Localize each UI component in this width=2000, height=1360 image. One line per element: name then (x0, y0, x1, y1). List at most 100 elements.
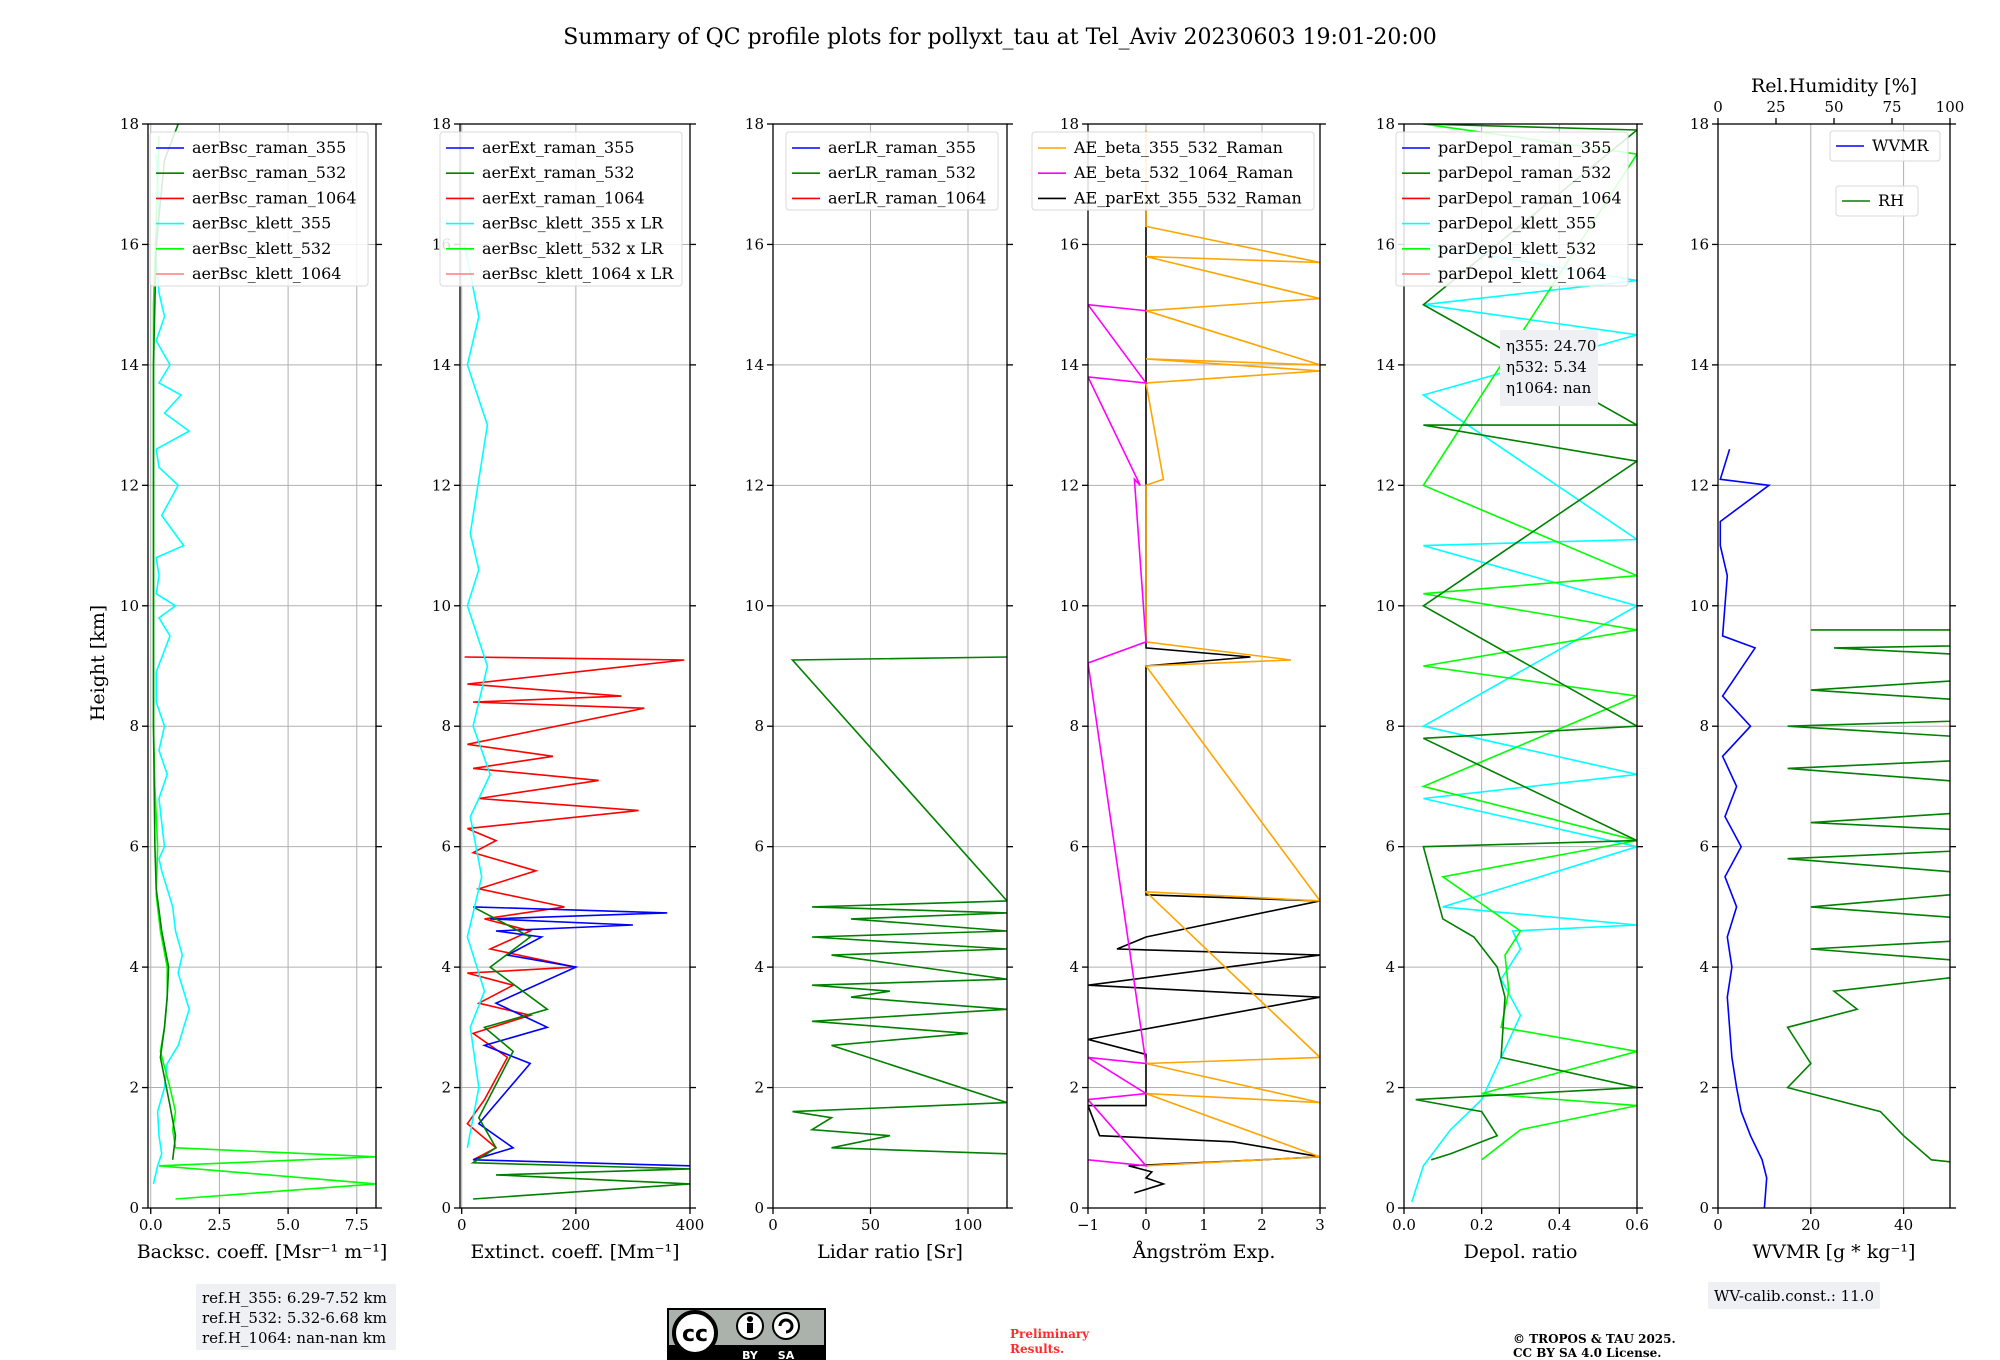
ref-heights-box: ref.H_355: 6.29-7.52 km ref.H_532: 5.32-… (196, 1284, 396, 1350)
x-axis-label: Lidar ratio [Sr] (817, 1241, 963, 1263)
x-axis-label: WVMR [g * kg⁻¹] (1753, 1241, 1916, 1263)
y-tick-label: 8 (129, 717, 139, 735)
legend-label: aerBsc_klett_1064 (192, 264, 341, 283)
legend-RH: RH (1835, 185, 1919, 217)
y-tick-label: 12 (120, 476, 139, 494)
series-line-aerBsc_klett_355 x LR (463, 244, 492, 1148)
legend-label: aerBsc_klett_532 x LR (482, 239, 664, 258)
y-tick-label: 16 (745, 235, 764, 253)
x-tick-label: 200 (562, 1216, 591, 1234)
copyright-line-2: CC BY SA 4.0 License. (1513, 1346, 1661, 1360)
legend-label: parDepol_raman_355 (1438, 138, 1611, 157)
y-tick-label: 12 (1690, 476, 1709, 494)
wv-calib-text: WV-calib.const.: 11.0 (1714, 1287, 1874, 1305)
legend-label: AE_parExt_355_532_Raman (1073, 188, 1302, 207)
legend: aerLR_raman_355 aerLR_raman_532 aerLR_rama… (785, 131, 999, 211)
y-tick-label: 10 (1690, 597, 1709, 615)
top-x-tick-label: 0 (1713, 98, 1723, 116)
legend-label: aerBsc_raman_532 (192, 163, 346, 182)
legend-label: aerBsc_klett_355 (192, 214, 331, 233)
y-tick-label: 4 (441, 958, 451, 976)
y-tick-label: 4 (754, 958, 764, 976)
y-tick-label: 14 (1376, 356, 1395, 374)
y-tick-label: 0 (1699, 1199, 1709, 1217)
x-tick-label: 0 (1713, 1216, 1723, 1234)
y-tick-label: 4 (1385, 958, 1395, 976)
eta-1064: η1064: nan (1506, 379, 1592, 397)
y-tick-label: 10 (120, 597, 139, 615)
y-tick-label: 10 (432, 597, 451, 615)
legend-label: aerExt_raman_355 (482, 138, 635, 157)
legend-label: parDepol_klett_355 (1438, 214, 1596, 233)
legend-WVMR: WVMR (1829, 130, 1941, 162)
x-tick-label: 0 (768, 1216, 778, 1234)
y-tick-label: 2 (129, 1079, 139, 1097)
top-axis-label: Rel.Humidity [%] (1751, 75, 1917, 97)
cc-by-sa-logo: cc BY SA (667, 1308, 826, 1360)
x-axis-label: Ångström Exp. (1132, 1241, 1276, 1263)
top-x-tick-label: 100 (1936, 98, 1965, 116)
legend-label: parDepol_klett_1064 (1438, 264, 1607, 283)
x-tick-label: 0 (457, 1216, 467, 1234)
y-tick-label: 16 (1060, 235, 1079, 253)
eta-355: η355: 24.70 (1506, 337, 1596, 355)
top-x-tick-label: 75 (1882, 98, 1901, 116)
series-line-parDepol_raman_532 (1415, 124, 1637, 1161)
x-tick-label: 1 (1199, 1216, 1209, 1234)
y-tick-label: 4 (129, 958, 139, 976)
y-tick-label: 18 (432, 115, 451, 133)
x-tick-label: 0.4 (1547, 1216, 1571, 1234)
y-tick-label: 18 (1376, 115, 1395, 133)
legend-label: RH (1878, 191, 1904, 210)
axes-frame (772, 123, 1008, 1209)
series-line-aerBsc_raman_532 (152, 124, 179, 1160)
y-tick-label: 18 (120, 115, 139, 133)
y-tick-label: 14 (1060, 356, 1079, 374)
series-line-parDepol_klett_532 (1420, 124, 1637, 1161)
legend-label: aerBsc_klett_1064 x LR (482, 264, 674, 283)
figure-title: Summary of QC profile plots for pollyxt_… (563, 25, 1436, 50)
y-axis-label: Height [km] (87, 605, 109, 721)
legend-label: parDepol_raman_532 (1438, 163, 1611, 182)
chart-panel-2: 0246810121416180200400Extinct. coeff. [M… (432, 115, 704, 1263)
preliminary-line-2: Results. (1010, 1342, 1064, 1356)
y-tick-label: 12 (1376, 476, 1395, 494)
ref-height-532: ref.H_532: 5.32-6.68 km (202, 1309, 387, 1327)
x-tick-label: 0.6 (1625, 1216, 1649, 1234)
preliminary-line-1: Preliminary (1010, 1327, 1090, 1341)
chart-panel-3: 0 2 4 6 8 10 12 14 16 18 0 50 100 Lidar ratio [Sr] aer… (745, 115, 1013, 1263)
y-tick-label: 0 (441, 1199, 451, 1217)
x-tick-label: 0.2 (1470, 1216, 1494, 1234)
chart-panel-1: 0 2 4 6 8 10 12 14 16 18 0.0 2.5 5.0 7.5 Backsc. coeff… (120, 115, 387, 1263)
x-tick-label: 0.0 (1392, 1216, 1416, 1234)
legend-label: parDepol_raman_1064 (1438, 188, 1622, 207)
y-tick-label: 10 (1060, 597, 1079, 615)
series-line-AE_beta_532_1064_Raman (1088, 303, 1149, 1167)
x-tick-label: 0.0 (139, 1216, 163, 1234)
series-line-AE_beta_355_532_Raman (1143, 130, 1320, 1167)
x-axis-label: Depol. ratio (1464, 1241, 1578, 1263)
y-tick-label: 8 (1385, 717, 1395, 735)
legend-label: aerBsc_klett_532 (192, 239, 331, 258)
legend-label: aerLR_raman_1064 (828, 188, 986, 207)
y-tick-label: 16 (1690, 235, 1709, 253)
legend-label: aerBsc_raman_1064 (192, 188, 357, 207)
y-tick-label: 12 (745, 476, 764, 494)
ref-height-1064: ref.H_1064: nan-nan km (202, 1329, 386, 1347)
y-tick-label: 16 (120, 235, 139, 253)
series-line-aerExt_raman_532 (470, 906, 690, 1200)
y-tick-label: 2 (1385, 1079, 1395, 1097)
eta-box: η355: 24.70 η532: 5.34 η1064: nan (1500, 330, 1598, 406)
chart-panel-5: 0 2 4 6 8 10 12 14 16 18 0.0 0.2 0.4 0.6 Depol. ratio p… (1376, 115, 1649, 1263)
wv-calib-box: WV-calib.const.: 11.0 (1708, 1282, 1880, 1309)
legend: aerExt_raman_355 aerExt_raman_532 aerExt_r… (439, 131, 683, 287)
y-tick-label: 6 (1385, 838, 1395, 856)
series-line-aerExt_raman_1064 (464, 656, 685, 1161)
legend-label: AE_beta_532_1064_Raman (1073, 163, 1293, 182)
x-tick-label: 5.0 (276, 1216, 300, 1234)
legend-label: aerExt_raman_1064 (482, 188, 645, 207)
by-label: BY (742, 1349, 759, 1360)
y-tick-label: 14 (745, 356, 764, 374)
y-tick-label: 4 (1699, 958, 1709, 976)
